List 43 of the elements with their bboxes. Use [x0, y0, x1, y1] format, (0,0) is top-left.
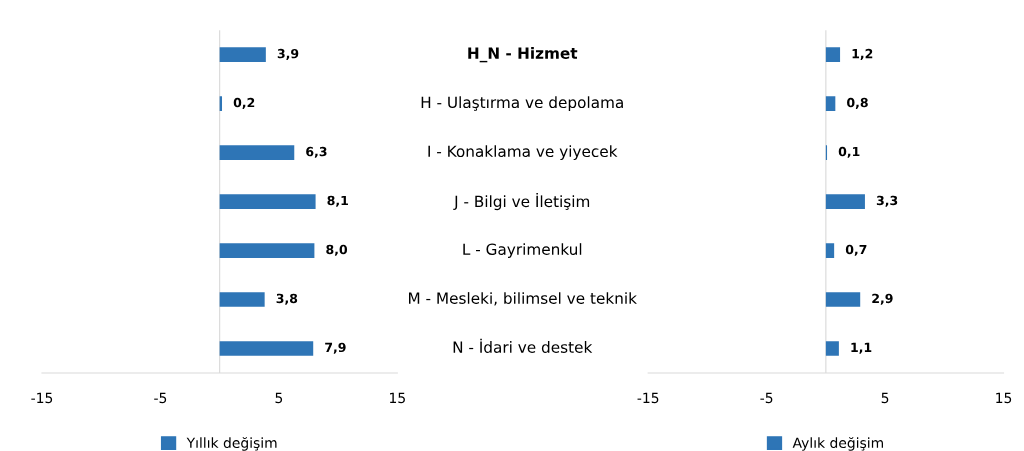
x-tick-label: 5 — [881, 392, 889, 404]
bar — [825, 243, 835, 258]
bar — [825, 341, 839, 356]
x-tick-label: 15 — [390, 392, 405, 404]
data-label: 7,9 — [325, 342, 346, 354]
x-tick-label: -15 — [637, 392, 659, 404]
y-tick-label: N - İdari ve destek — [453, 338, 593, 353]
data-label: 0,1 — [838, 146, 860, 158]
x-tick-label: -15 — [31, 392, 53, 404]
data-label: 1,2 — [852, 48, 873, 60]
bar — [825, 292, 861, 307]
data-label: 0,2 — [233, 97, 255, 109]
bar — [219, 145, 295, 160]
bar — [219, 47, 266, 63]
y-tick-label: H_N - Hizmet — [468, 47, 578, 63]
y-tick-label: H - Ulaştırma ve depolama — [421, 96, 623, 112]
data-label: 3,8 — [276, 293, 298, 305]
y-tick-label: J - Bilgi ve İletişim — [453, 193, 590, 211]
y-tick-label: L - Gayrimenkul — [463, 243, 582, 258]
data-label: 1,1 — [851, 342, 872, 354]
bar — [219, 292, 265, 307]
data-label: 0,7 — [845, 244, 867, 256]
bar — [825, 194, 865, 209]
x-tick-label: -5 — [154, 392, 167, 404]
legend-label: Yıllık değişim — [186, 436, 277, 451]
data-label: 8,1 — [327, 195, 348, 207]
data-label: 8,0 — [326, 244, 348, 256]
data-label: 0,8 — [847, 97, 868, 109]
data-label: 3,3 — [876, 195, 898, 207]
x-tick-label: 15 — [996, 392, 1012, 404]
y-tick-label: I - Konaklama ve yiyecek — [428, 145, 618, 161]
x-tick-label: -5 — [760, 392, 773, 404]
bar — [825, 96, 836, 112]
x-tick-label: 5 — [275, 392, 283, 404]
data-label: 2,9 — [872, 293, 893, 305]
bar — [219, 243, 315, 258]
data-label: 3,9 — [277, 48, 299, 60]
y-tick-label: M - Mesleki, bilimsel ve teknik — [409, 292, 637, 306]
bar — [219, 194, 316, 209]
data-label: 6,3 — [306, 146, 327, 158]
bar — [825, 47, 841, 63]
legend-label: Aylık değişim — [792, 436, 883, 451]
bar — [219, 341, 314, 356]
